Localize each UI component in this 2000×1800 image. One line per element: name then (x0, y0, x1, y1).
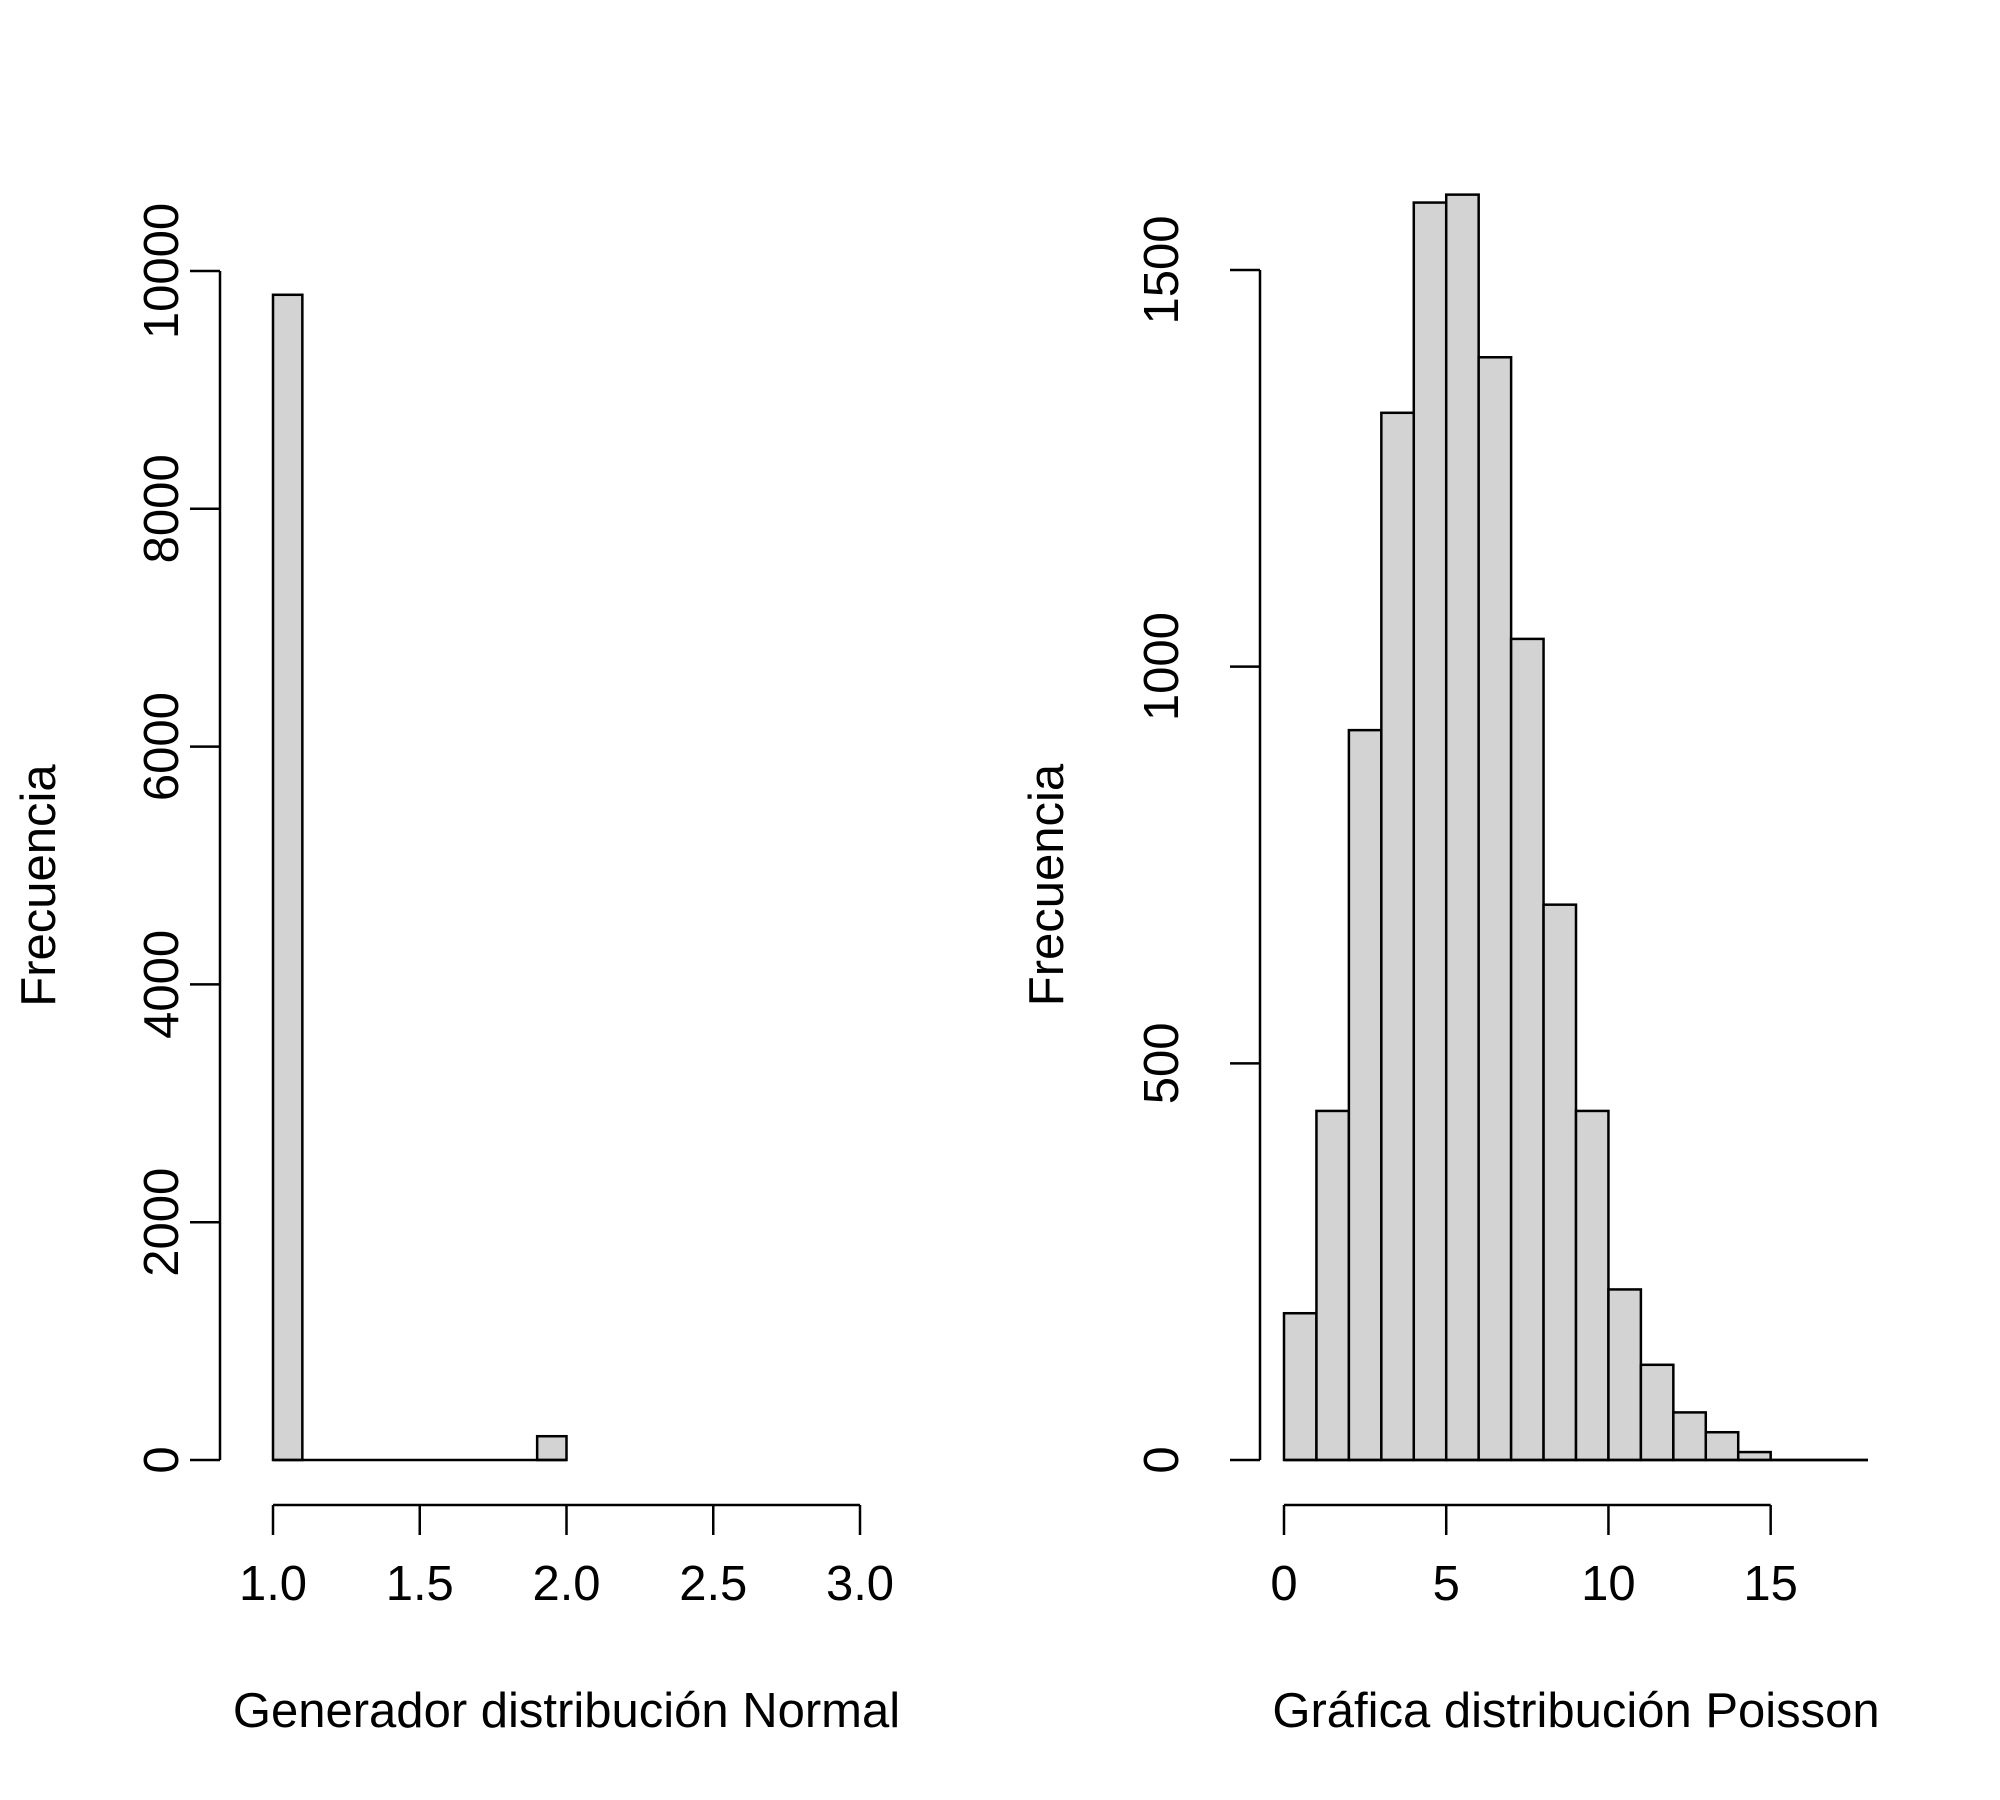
poisson-x-axis: 0 5 10 15 (1270, 1503, 1798, 1611)
poisson-bar-5 (1444, 193, 1480, 1462)
poisson-x-tick-label: 10 (1581, 1557, 1636, 1611)
poisson-x-axis-label: Gráfica distribución Poisson (1272, 1684, 1879, 1738)
poisson-histogram-panel: 0 500 1000 1500 0 5 10 15 Frecuencia Gráfica d… (1020, 193, 1880, 1738)
normal-x-axis: 1.0 1.5 2.0 2.5 3.0 (239, 1503, 894, 1611)
poisson-y-tick-label: 1500 (1135, 215, 1189, 324)
poisson-bar-10 (1607, 1288, 1643, 1462)
normal-x-tick-label: 2.5 (679, 1557, 747, 1611)
normal-bar-1 (535, 1434, 568, 1462)
normal-y-tick-label: 6000 (135, 692, 189, 801)
normal-y-tick-label: 10000 (135, 203, 189, 339)
normal-y-axis: 0 2000 4000 6000 8000 10000 (135, 203, 222, 1474)
poisson-y-axis: 0 500 1000 1500 (1135, 215, 1262, 1474)
normal-x-tick-label: 1.5 (386, 1557, 454, 1611)
poisson-y-tick-label: 0 (1135, 1446, 1189, 1473)
poisson-y-axis-label: Frecuencia (1020, 763, 1074, 1006)
poisson-bar-7 (1509, 637, 1545, 1462)
poisson-y-tick-label: 500 (1135, 1022, 1189, 1104)
normal-histogram-bars (271, 293, 568, 1462)
normal-x-tick-label: 3.0 (826, 1557, 894, 1611)
poisson-histogram-bars (1282, 193, 1868, 1462)
poisson-bar-12 (1672, 1411, 1708, 1462)
normal-x-axis-label: Generador distribución Normal (233, 1684, 900, 1738)
normal-x-tick-label: 2.0 (532, 1557, 600, 1611)
poisson-y-tick-label: 1000 (1135, 612, 1189, 721)
poisson-bar-8 (1542, 903, 1578, 1462)
poisson-bar-9 (1574, 1109, 1610, 1462)
poisson-bar-1 (1315, 1109, 1351, 1462)
normal-x-tick-label: 1.0 (239, 1557, 307, 1611)
normal-y-tick-label: 8000 (135, 454, 189, 563)
poisson-x-tick-label: 0 (1270, 1557, 1297, 1611)
poisson-bar-6 (1477, 356, 1513, 1462)
normal-histogram-panel: 0 2000 4000 6000 8000 10000 1.0 1.5 2.0 2.5 3.0 F… (12, 203, 900, 1738)
poisson-bar-2 (1347, 728, 1383, 1462)
poisson-x-tick-label: 5 (1433, 1557, 1460, 1611)
poisson-bar-0 (1282, 1311, 1318, 1462)
poisson-bar-3 (1380, 411, 1416, 1462)
normal-y-axis-label: Frecuencia (12, 764, 66, 1007)
normal-y-tick-label: 0 (135, 1446, 189, 1473)
poisson-x-tick-label: 15 (1743, 1557, 1798, 1611)
poisson-bar-11 (1639, 1363, 1675, 1462)
poisson-bar-4 (1412, 201, 1448, 1462)
normal-y-tick-label: 2000 (135, 1168, 189, 1277)
normal-y-tick-label: 4000 (135, 930, 189, 1039)
normal-bar-0 (271, 293, 304, 1462)
poisson-bar-13 (1704, 1430, 1740, 1462)
